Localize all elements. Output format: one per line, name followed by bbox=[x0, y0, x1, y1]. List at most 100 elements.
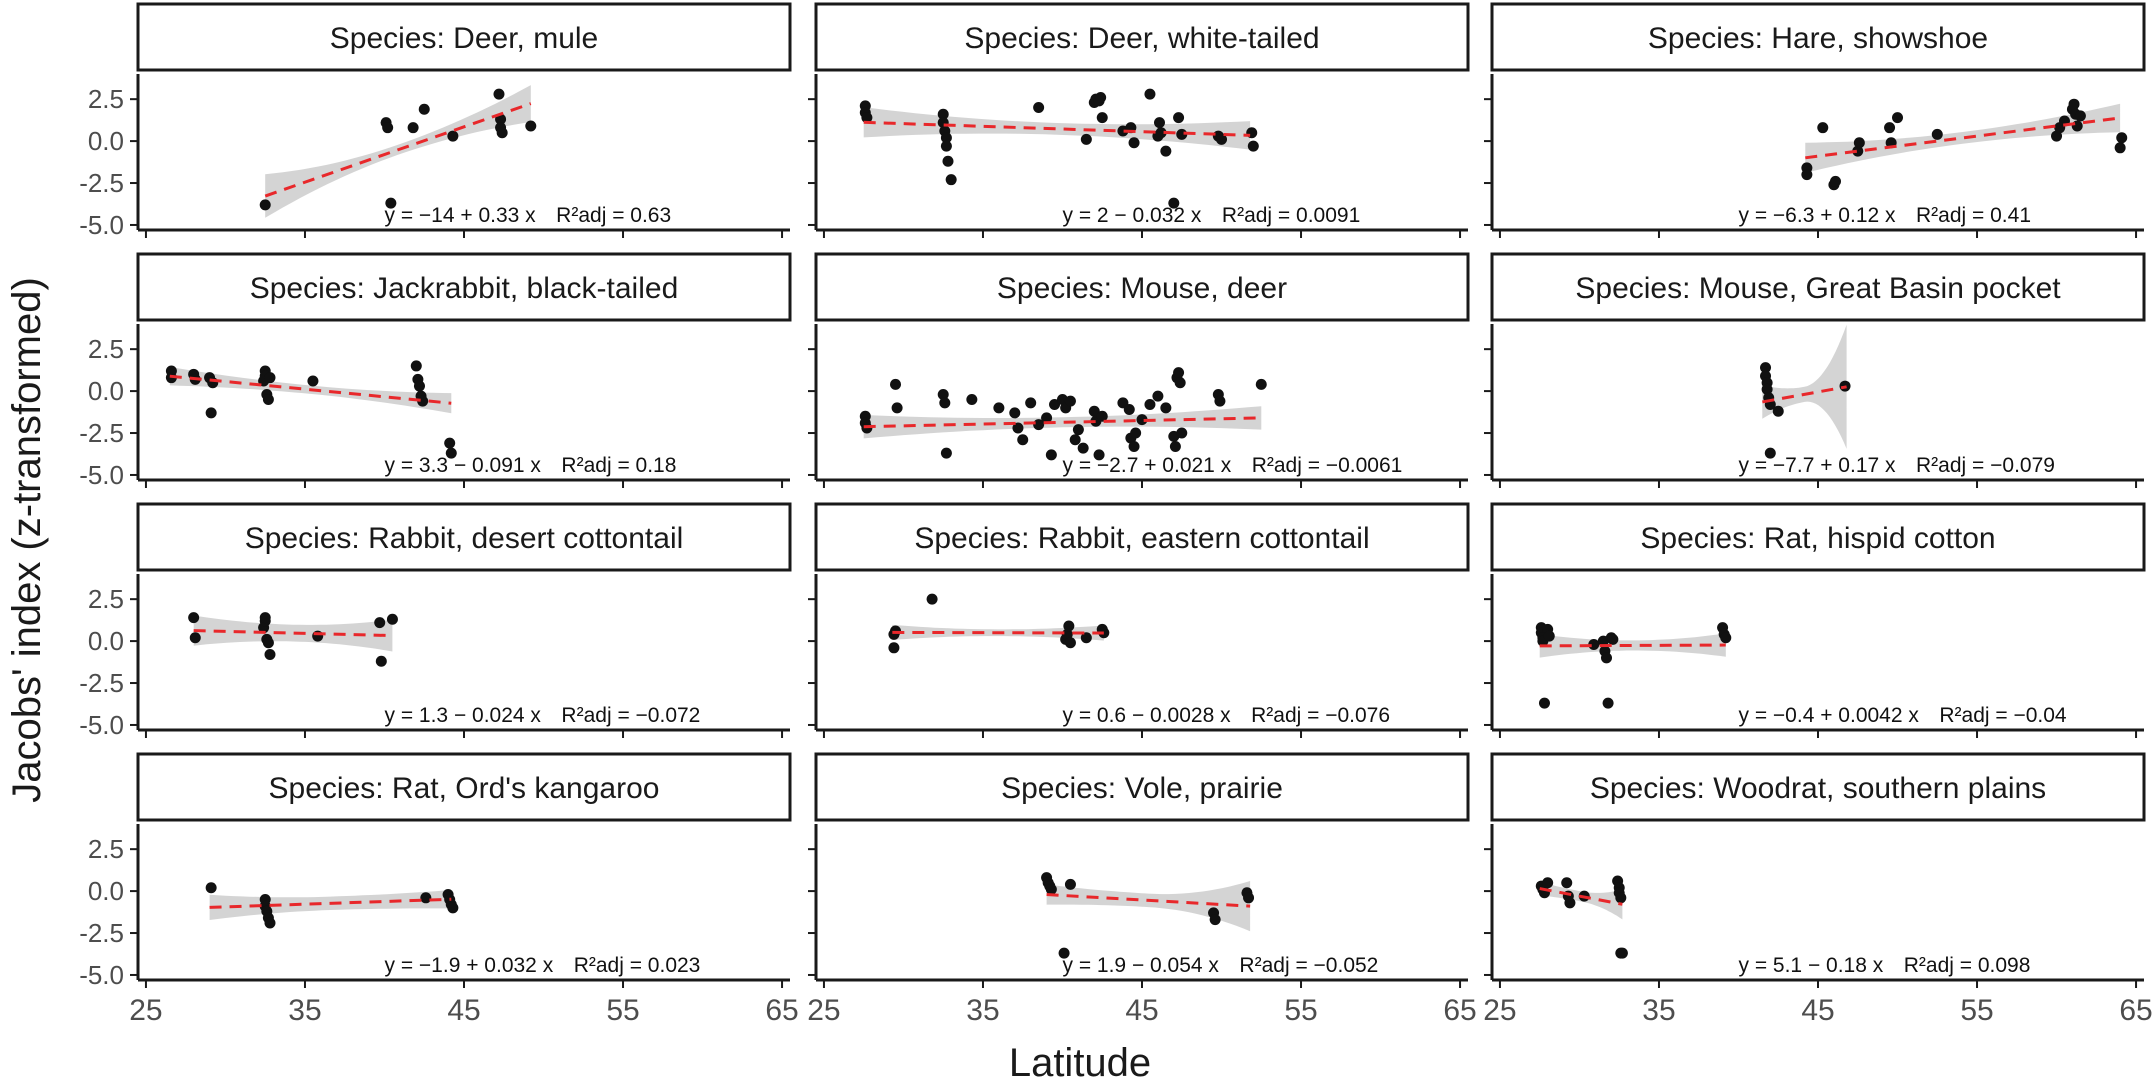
facet-strip bbox=[814, 502, 1470, 572]
fit-r2: R²adj = 0.098 bbox=[1904, 954, 2031, 977]
fit-equation: y = −0.4 + 0.0042 x bbox=[1738, 704, 1919, 727]
facet-title: Species: Vole, prairie bbox=[1001, 772, 1283, 805]
data-point bbox=[1761, 383, 1773, 395]
facet-title: Species: Hare, showshoe bbox=[1648, 22, 1988, 55]
data-point bbox=[1069, 434, 1081, 446]
data-point bbox=[264, 917, 276, 929]
data-point bbox=[1160, 145, 1172, 157]
data-point bbox=[1095, 91, 1107, 103]
x-tick-label: 25 bbox=[807, 994, 840, 1027]
data-point bbox=[1009, 407, 1021, 419]
facet-title: Species: Rabbit, eastern cottontail bbox=[914, 522, 1369, 555]
facet-strip bbox=[1490, 752, 2146, 822]
data-point bbox=[2074, 110, 2086, 122]
confidence-band bbox=[1539, 633, 1726, 658]
y-tick-label: 0.0 bbox=[88, 126, 124, 156]
data-point bbox=[259, 612, 271, 624]
data-point bbox=[1853, 137, 1865, 149]
data-point bbox=[945, 174, 957, 186]
confidence-band bbox=[1805, 103, 2121, 173]
data-point bbox=[1128, 440, 1140, 452]
data-point bbox=[891, 402, 903, 414]
data-point bbox=[1072, 424, 1084, 436]
x-tick-label: 55 bbox=[606, 994, 639, 1027]
x-tick-label: 65 bbox=[765, 994, 798, 1027]
data-point bbox=[939, 397, 951, 409]
data-point bbox=[937, 108, 949, 120]
data-point bbox=[262, 637, 274, 649]
data-point bbox=[1061, 628, 1073, 640]
fit-equation: y = 0.6 − 0.0028 x bbox=[1062, 704, 1231, 727]
fit-r2: R²adj = 0.023 bbox=[574, 954, 701, 977]
facet-title: Species: Rat, hispid cotton bbox=[1640, 522, 1995, 555]
y-axis-label: Jacobs' index (z-transformed) bbox=[5, 277, 49, 803]
y-tick-label: -5.0 bbox=[79, 210, 124, 240]
y-tick-label: 0.0 bbox=[88, 626, 124, 656]
x-tick-label: 45 bbox=[447, 994, 480, 1027]
data-point bbox=[382, 122, 394, 134]
data-point bbox=[1088, 405, 1100, 417]
fit-equation: y = 1.9 − 0.054 x bbox=[1062, 954, 1219, 977]
y-tick-label: -2.5 bbox=[79, 918, 124, 948]
data-point bbox=[1096, 410, 1108, 422]
data-point bbox=[1852, 145, 1864, 157]
confidence-band bbox=[1762, 324, 1847, 449]
y-tick-label: 0.0 bbox=[88, 376, 124, 406]
data-point bbox=[1616, 947, 1628, 959]
data-point bbox=[413, 380, 425, 392]
data-point bbox=[1209, 914, 1221, 926]
facet-strip bbox=[814, 752, 1470, 822]
data-point bbox=[525, 120, 537, 132]
x-axis-label: Latitude bbox=[1009, 1041, 1151, 1083]
fit-r2: R²adj = −0.04 bbox=[1939, 704, 2067, 727]
data-point bbox=[890, 378, 902, 390]
fit-line bbox=[1046, 893, 1251, 908]
facet-strip bbox=[1490, 502, 2146, 572]
data-point bbox=[1829, 175, 1841, 187]
data-point bbox=[1033, 102, 1045, 114]
x-tick-label: 65 bbox=[2119, 994, 2152, 1027]
y-tick-label: -5.0 bbox=[79, 460, 124, 490]
facet-strip bbox=[136, 2, 792, 72]
data-point bbox=[1064, 395, 1076, 407]
data-point bbox=[1136, 414, 1148, 426]
data-point bbox=[1169, 440, 1181, 452]
data-point bbox=[444, 437, 456, 449]
data-point bbox=[496, 127, 508, 139]
data-point bbox=[1152, 390, 1164, 402]
facet-strip bbox=[136, 752, 792, 822]
data-point bbox=[1884, 122, 1896, 134]
data-point bbox=[1173, 367, 1185, 379]
fit-r2: R²adj = −0.0061 bbox=[1252, 454, 1403, 477]
facet-panel-1: Species: Deer, mule 2.5 0.0 -2.5 -5.0 y = −14… bbox=[79, 2, 792, 240]
y-tick-label: 2.5 bbox=[88, 834, 124, 864]
data-point bbox=[1801, 169, 1813, 181]
x-tick-label: 25 bbox=[1483, 994, 1516, 1027]
facet-panel-11: Species: Vole, prairie 25 35 45 55 65 y = 1.9 … bbox=[807, 752, 1477, 1027]
fit-line bbox=[863, 120, 1251, 137]
data-point bbox=[447, 902, 459, 914]
data-point bbox=[1077, 442, 1089, 454]
data-point bbox=[2071, 120, 2083, 132]
data-point bbox=[374, 617, 386, 629]
data-point bbox=[188, 612, 200, 624]
confidence-band bbox=[209, 890, 452, 920]
data-point bbox=[1564, 897, 1576, 909]
data-point bbox=[1064, 878, 1076, 890]
facet-title: Species: Jackrabbit, black-tailed bbox=[250, 272, 679, 305]
x-tick-label: 45 bbox=[1125, 994, 1158, 1027]
x-tick-label: 35 bbox=[966, 994, 999, 1027]
data-point bbox=[1602, 697, 1614, 709]
confidence-band bbox=[193, 615, 393, 652]
data-point bbox=[445, 447, 457, 459]
y-tick-label: -2.5 bbox=[79, 168, 124, 198]
data-point bbox=[1144, 399, 1156, 411]
confidence-band bbox=[863, 406, 1262, 439]
data-point bbox=[937, 388, 949, 400]
facet-panel-9: Species: Rat, hispid cotton y = −0.4 + 0.… bbox=[1484, 502, 2146, 738]
data-point bbox=[1931, 128, 1943, 140]
data-point bbox=[1080, 632, 1092, 644]
data-point bbox=[1588, 638, 1600, 650]
facet-title: Species: Rat, Ord's kangaroo bbox=[269, 772, 660, 805]
